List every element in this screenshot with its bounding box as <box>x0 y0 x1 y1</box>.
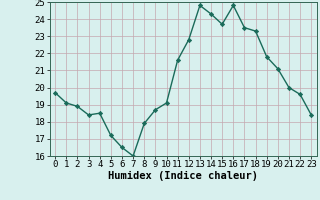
X-axis label: Humidex (Indice chaleur): Humidex (Indice chaleur) <box>108 171 258 181</box>
